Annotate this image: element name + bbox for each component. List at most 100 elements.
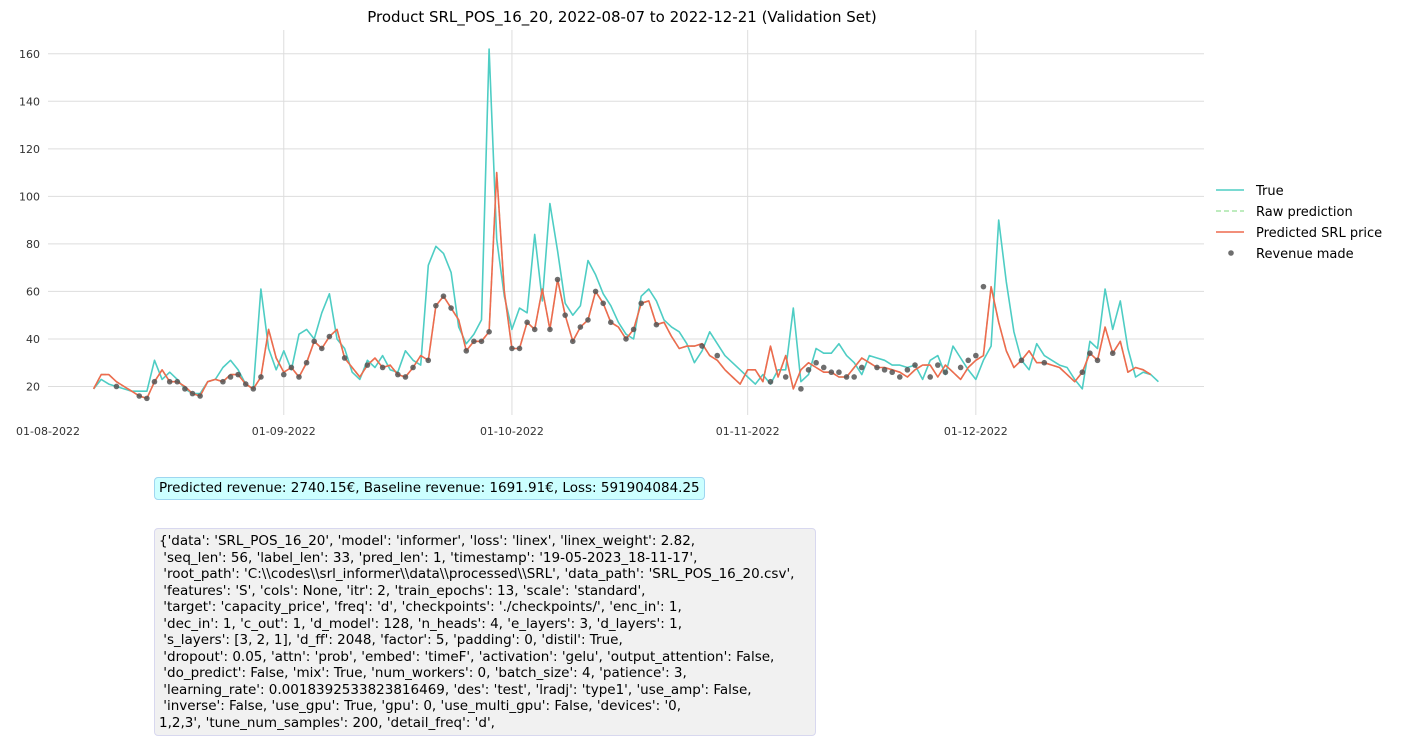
series-line-predicted-srl-price — [92, 171, 1152, 400]
revenue-marker — [433, 302, 439, 309]
revenue-marker — [942, 369, 949, 376]
config-line: 1,2,3', 'tune_num_samples': 200, 'detail… — [159, 714, 495, 731]
revenue-marker — [402, 374, 409, 380]
legend-label: Revenue made — [1256, 247, 1354, 262]
x-tick-label: 01-11-2022 — [716, 425, 780, 438]
x-tick-label: 01-08-2022 — [16, 425, 80, 438]
series-line-true — [92, 48, 1159, 395]
revenue-marker — [174, 378, 181, 385]
config-line: 'inverse': False, 'use_gpu': True, 'gpu'… — [159, 698, 682, 714]
y-tick-label: 80 — [26, 238, 40, 251]
y-tick-label: 40 — [26, 333, 40, 346]
revenue-marker — [858, 364, 865, 371]
revenue-marker — [311, 338, 317, 345]
x-tick-label: 01-10-2022 — [480, 425, 544, 438]
revenue-marker — [965, 357, 972, 364]
revenue-marker — [227, 374, 234, 380]
revenue-marker — [486, 329, 492, 335]
revenue-marker — [524, 319, 530, 326]
revenue-marker — [318, 345, 325, 352]
config-line: 'target': 'capacity_price', 'freq': 'd',… — [159, 599, 682, 615]
revenue-marker — [189, 390, 196, 397]
legend-marker — [1228, 250, 1234, 256]
revenue-marker — [471, 338, 477, 345]
revenue-marker — [1109, 350, 1116, 357]
config-line: 'features': 'S', 'cols': None, 'itr': 2,… — [159, 582, 646, 599]
revenue-marker — [554, 276, 561, 283]
revenue-marker — [623, 336, 629, 342]
revenue-marker — [577, 324, 584, 330]
revenue-marker — [440, 293, 447, 299]
y-tick-label: 160 — [19, 48, 40, 61]
config-line: 'dec_in': 1, 'c_out': 1, 'd_model': 128,… — [159, 615, 682, 632]
revenue-marker — [904, 367, 911, 373]
config-line: 'learning_rate': 0.0018392533823816469, … — [159, 681, 752, 698]
revenue-marker — [957, 364, 964, 371]
config-line: 'dropout': 0.05, 'attn': 'prob', 'embed'… — [159, 648, 775, 665]
revenue-marker — [973, 352, 979, 359]
grid — [48, 30, 1204, 415]
revenue-marker — [166, 378, 173, 385]
revenue-marker — [296, 374, 302, 380]
revenue-marker — [182, 386, 188, 392]
revenue-marker — [1018, 357, 1025, 364]
revenue-marker — [136, 393, 143, 399]
revenue-marker — [851, 374, 857, 380]
revenue-marker — [935, 362, 941, 368]
revenue-marker — [798, 386, 804, 392]
y-tick-label: 20 — [26, 380, 40, 393]
line-chart: Product SRL_POS_16_20, 2022-08-07 to 202… — [16, 8, 1382, 438]
revenue-marker — [638, 300, 645, 307]
series-line-raw-prediction — [92, 171, 1152, 400]
series-group — [92, 48, 1159, 402]
y-tick-label: 140 — [19, 95, 40, 108]
revenue-marker — [242, 381, 249, 387]
config-line: 'root_path': 'C:\\codes\\srl_informer\\d… — [159, 566, 795, 582]
revenue-marker — [250, 386, 257, 392]
revenue-marker — [197, 393, 203, 399]
y-tick-label: 100 — [19, 190, 40, 203]
revenue-marker — [280, 371, 287, 378]
revenue-marker — [699, 343, 705, 349]
revenue-marker — [448, 305, 454, 311]
revenue-marker — [547, 326, 553, 333]
revenue-marker — [303, 359, 310, 366]
revenue-marker — [144, 395, 150, 402]
revenue-marker — [509, 345, 515, 352]
revenue-marker — [288, 364, 295, 371]
y-tick-label: 60 — [26, 285, 40, 298]
revenue-marker — [478, 338, 485, 345]
revenue-marker — [828, 369, 835, 376]
revenue-marker — [569, 338, 576, 345]
revenue-marker — [1041, 359, 1048, 366]
config-line: {'data': 'SRL_POS_16_20', 'model': 'info… — [159, 533, 696, 549]
revenue-marker — [912, 362, 918, 368]
revenue-marker — [562, 312, 568, 318]
revenue-marker — [463, 348, 470, 354]
revenue-marker — [258, 374, 264, 380]
revenue-marker — [896, 374, 903, 380]
revenue-marker — [425, 357, 432, 364]
revenue-marker — [805, 367, 812, 373]
revenue-marker — [653, 321, 660, 328]
revenue-marker — [151, 378, 158, 385]
revenue-marker — [889, 369, 895, 376]
revenue-marker — [585, 317, 591, 323]
revenue-marker — [326, 333, 333, 340]
revenue-marker — [813, 359, 819, 366]
config-line: 's_layers': [3, 2, 1], 'd_ff': 2048, 'fa… — [159, 632, 623, 648]
y-tick-label: 120 — [19, 143, 40, 156]
revenue-summary: Predicted revenue: 2740.15€, Baseline re… — [154, 477, 705, 500]
revenue-marker — [607, 319, 614, 326]
revenue-marker — [927, 374, 934, 380]
revenue-marker — [714, 352, 721, 359]
revenue-marker — [600, 300, 606, 307]
revenue-marker — [881, 367, 888, 373]
axes: 20 40 60 80 100 120 140 160 01-08-2022 01-09-2022… — [16, 48, 1008, 438]
revenue-marker — [113, 383, 120, 390]
config-box: {'data': 'SRL_POS_16_20', 'model': 'info… — [154, 528, 816, 736]
legend-label: True — [1255, 184, 1284, 199]
x-tick-label: 01-12-2022 — [944, 425, 1008, 438]
revenue-marker — [410, 364, 416, 371]
revenue-marker — [836, 369, 842, 376]
